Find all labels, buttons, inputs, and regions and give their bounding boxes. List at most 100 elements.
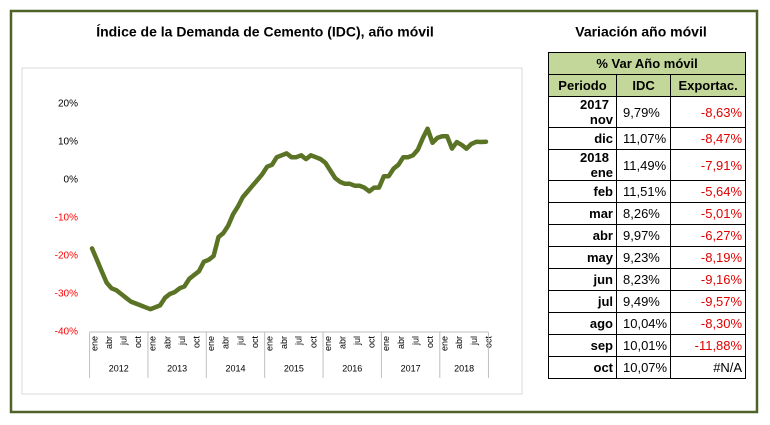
month-label: oct: [593, 360, 614, 375]
x-tick-label: oct: [308, 336, 318, 349]
table-row: may 9,23% -8,19%: [548, 246, 747, 269]
export-cell: -9,57%: [670, 290, 747, 313]
table-row: sep 10,01% -11,88%: [548, 334, 747, 357]
idc-cell: 11,51%: [615, 180, 672, 203]
x-tick-label: abr: [104, 336, 114, 349]
month-label: nov: [589, 112, 613, 127]
export-cell: #N/A: [670, 356, 747, 379]
table-row: abr 9,97% -6,27%: [548, 224, 747, 247]
period-cell: 2017 nov: [548, 96, 617, 128]
idc-cell: 10,04%: [615, 312, 672, 335]
x-tick-label: abr: [396, 336, 406, 349]
x-tick-label: jul: [177, 336, 187, 346]
table-header: % Var Año móvil: [547, 52, 747, 75]
table-row: mar 8,26% -5,01%: [548, 202, 747, 225]
table-row: dic 11,07% -8,47%: [548, 127, 747, 150]
year-label: 2013: [167, 363, 187, 373]
y-tick-label: 20%: [58, 99, 78, 110]
period-cell: mar: [548, 202, 617, 225]
x-tick-label: abr: [279, 336, 289, 349]
period-cell: jul: [548, 290, 617, 313]
export-cell: -8,63%: [670, 96, 747, 128]
x-tick-label: ene: [381, 336, 391, 351]
month-label: dic: [594, 131, 613, 146]
export-cell: -8,30%: [670, 312, 747, 335]
period-cell: 2018 ene: [548, 149, 617, 181]
x-tick-label: jul: [235, 336, 245, 346]
x-tick-label: jul: [294, 336, 304, 346]
export-cell: -5,64%: [670, 180, 747, 203]
period-cell: jun: [548, 268, 617, 291]
period-cell: dic: [548, 127, 617, 150]
table-title: Variación año móvil: [575, 24, 707, 40]
year-label: 2018: [454, 363, 474, 373]
table-row: jul 9,49% -9,57%: [548, 290, 747, 313]
y-tick-label: 10%: [58, 137, 78, 148]
x-tick-label: abr: [221, 336, 231, 349]
idc-cell: 11,49%: [615, 149, 672, 181]
x-tick-label: ene: [206, 336, 216, 351]
x-tick-label: oct: [192, 336, 202, 349]
x-tick-label: abr: [454, 336, 464, 349]
x-tick-label: abr: [337, 336, 347, 349]
y-tick-label: -30%: [55, 289, 78, 300]
table-row: oct 10,07% #N/A: [548, 356, 747, 379]
x-tick-label: abr: [162, 336, 172, 349]
x-tick-label: ene: [148, 336, 158, 351]
column-header: IDC: [615, 74, 672, 97]
x-tick-label: ene: [89, 336, 99, 351]
year-label: 2017: [580, 97, 609, 112]
month-label: abr: [592, 228, 613, 243]
chart-title: Índice de la Demanda de Cemento (IDC), a…: [96, 24, 434, 40]
period-cell: feb: [548, 180, 617, 203]
table-row: 2018 ene 11,49% -7,91%: [548, 149, 747, 181]
month-label: ene: [590, 165, 613, 180]
idc-cell: 9,49%: [615, 290, 672, 313]
idc-cell: 11,07%: [615, 127, 672, 150]
year-label: 2015: [284, 363, 304, 373]
period-cell: may: [548, 246, 617, 269]
y-tick-label: -10%: [55, 213, 78, 224]
export-cell: -6,27%: [670, 224, 747, 247]
idc-cell: 9,23%: [615, 246, 672, 269]
year-label: 2014: [225, 363, 245, 373]
table-header-row: % Var Año móvil: [547, 52, 747, 75]
plot-frame: [21, 67, 523, 395]
month-label: mar: [589, 206, 613, 221]
x-tick-label: jul: [469, 336, 479, 346]
idc-cell: 10,01%: [615, 334, 672, 357]
table-row: feb 11,51% -5,64%: [548, 180, 747, 203]
table-row: jun 8,23% -9,16%: [548, 268, 747, 291]
column-header: Periodo: [548, 74, 617, 97]
month-label: feb: [593, 184, 614, 199]
export-cell: -8,47%: [670, 127, 747, 150]
table-row: 2017 nov 9,79% -8,63%: [548, 96, 747, 128]
x-tick-label: jul: [410, 336, 420, 346]
x-tick-label: oct: [425, 336, 435, 349]
idc-cell: 9,79%: [615, 96, 672, 128]
export-cell: -8,19%: [670, 246, 747, 269]
x-tick-label: ene: [440, 336, 450, 351]
year-label: 2012: [109, 363, 129, 373]
year-label: 2018: [580, 150, 609, 165]
export-cell: -11,88%: [670, 334, 747, 357]
y-tick-label: 0%: [64, 175, 79, 186]
x-tick-label: oct: [250, 336, 260, 349]
y-tick-label: -40%: [55, 327, 78, 338]
x-tick-label: ene: [323, 336, 333, 351]
column-header: Exportac.: [670, 74, 747, 97]
month-label: may: [586, 250, 613, 265]
x-tick-label: oct: [133, 336, 143, 349]
export-cell: -5,01%: [670, 202, 747, 225]
month-label: sep: [590, 338, 613, 353]
x-tick-label: jul: [352, 336, 362, 346]
x-tick-label: jul: [119, 336, 129, 346]
period-cell: abr: [548, 224, 617, 247]
period-cell: oct: [548, 356, 617, 379]
month-label: jul: [597, 294, 613, 309]
line-series: [89, 126, 489, 312]
x-tick-label: ene: [264, 336, 274, 351]
idc-cell: 10,07%: [615, 356, 672, 379]
frame: [9, 9, 759, 414]
